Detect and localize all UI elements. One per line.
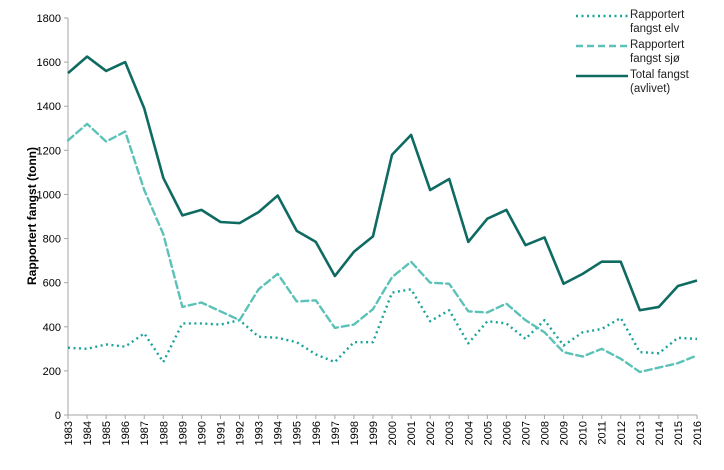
x-tick-label: 1989 — [177, 421, 189, 445]
x-tick-label: 2003 — [444, 421, 456, 445]
legend-label: Rapportert fangst elv — [630, 9, 685, 35]
x-tick-label: 1985 — [101, 421, 113, 445]
legend-item: Rapportert fangst elv — [568, 8, 718, 36]
x-tick-label: 1986 — [120, 421, 132, 445]
y-tick-label: 200 — [43, 366, 61, 378]
y-axis-label: Rapportert fangst (tonn) — [25, 147, 39, 285]
x-tick-label: 1988 — [158, 421, 170, 445]
x-tick-label: 2000 — [387, 421, 399, 445]
y-tick-label: 1200 — [37, 145, 61, 157]
x-tick-label: 2006 — [501, 421, 513, 445]
legend-item: Total fangst (avlivet) — [568, 68, 718, 96]
x-tick-label: 2001 — [406, 421, 418, 445]
x-tick-label: 2004 — [463, 421, 475, 445]
legend-swatch — [576, 74, 628, 78]
x-tick-label: 1995 — [292, 421, 304, 445]
x-tick-label: 2007 — [520, 421, 532, 445]
x-tick-label: 1991 — [215, 421, 227, 445]
x-tick-label: 1984 — [82, 421, 94, 445]
x-tick-label: 2015 — [673, 421, 685, 445]
legend-item: Rapportert fangst sjø — [568, 38, 718, 66]
x-tick-label: 1999 — [368, 421, 380, 445]
x-tick-label: 1994 — [273, 421, 285, 445]
x-tick-label: 2014 — [654, 421, 666, 445]
y-tick-label: 800 — [43, 234, 61, 246]
x-tick-label: 2010 — [578, 421, 590, 445]
y-tick-label: 1400 — [37, 101, 61, 113]
x-tick-label: 1983 — [63, 421, 75, 445]
y-tick-label: 1800 — [37, 13, 61, 25]
y-tick-label: 600 — [43, 278, 61, 290]
x-tick-label: 2016 — [692, 421, 704, 445]
x-tick-label: 2013 — [635, 421, 647, 445]
series-line-solid — [67, 55, 698, 312]
x-tick-label: 1990 — [196, 421, 208, 445]
x-tick-label: 2002 — [425, 421, 437, 445]
x-tick-label: 1998 — [349, 421, 361, 445]
x-tick-label: 2008 — [540, 421, 552, 445]
x-tick-label: 1997 — [330, 421, 342, 445]
x-tick-label: 1992 — [235, 421, 247, 445]
legend-label: Total fangst (avlivet) — [630, 69, 689, 95]
series-line-dashed — [66, 122, 699, 374]
x-tick-label: 1993 — [254, 421, 266, 445]
y-tick-label: 0 — [55, 410, 61, 422]
legend-swatch — [576, 44, 628, 48]
x-tick-label: 2012 — [616, 421, 628, 445]
x-tick-label: 2011 — [597, 421, 609, 445]
legend-label: Rapportert fangst sjø — [630, 39, 685, 65]
legend-swatch — [576, 14, 628, 18]
series-line-dotted — [67, 288, 698, 364]
x-tick-label: 1987 — [139, 421, 151, 445]
x-tick-label: 2009 — [559, 421, 571, 445]
y-tick-label: 400 — [43, 322, 61, 334]
x-tick-label: 1996 — [311, 421, 323, 445]
y-tick-label: 1000 — [37, 189, 61, 201]
y-tick-label: 1600 — [37, 57, 61, 69]
x-tick-label: 2005 — [482, 421, 494, 445]
